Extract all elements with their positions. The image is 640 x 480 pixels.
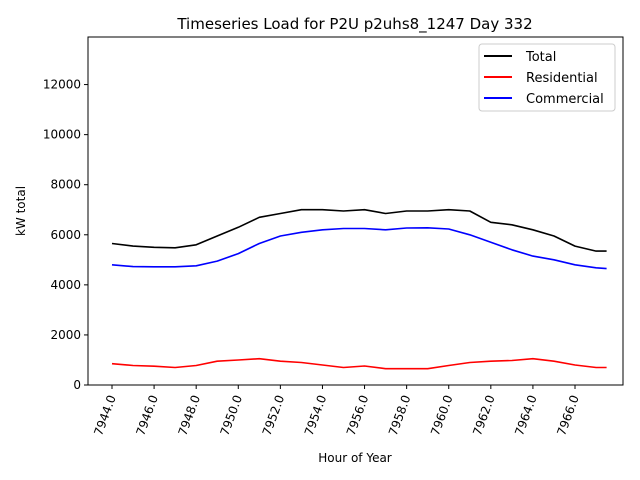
x-tick-label: 7960.0: [428, 393, 456, 437]
y-tick-label: 8000: [50, 178, 81, 192]
x-axis-label: Hour of Year: [318, 451, 392, 465]
x-tick-label: 7944.0: [91, 393, 119, 437]
y-tick-label: 2000: [50, 328, 81, 342]
plot-area: 7944.0 7946.0 7948.0 7950.0 7952.0 7954.0 7956…: [43, 36, 624, 437]
legend-box: [478, 43, 616, 112]
x-tick-label: 7962.0: [470, 393, 498, 437]
series-line-residential: [111, 357, 607, 370]
x-tick-label: 7964.0: [512, 393, 540, 437]
y-tick-label: 10000: [43, 128, 81, 142]
legend-label-commercial: Commercial: [526, 92, 604, 107]
x-tick-label: 7954.0: [302, 393, 330, 437]
legend-label-residential: Residential: [526, 71, 598, 86]
chart-title: Timeseries Load for P2U p2uhs8_1247 Day …: [176, 15, 532, 34]
legend: Total Residential Commercial: [478, 43, 616, 112]
series-line-commercial: [111, 227, 607, 270]
x-tick-label: 7946.0: [133, 393, 161, 437]
axes-frame: [87, 36, 624, 386]
series-line-total: [111, 208, 607, 252]
x-tick-label: 7948.0: [175, 393, 203, 437]
y-axis-label: kW total: [14, 186, 28, 236]
x-tick-label: 7950.0: [218, 393, 246, 437]
x-tick-label: 7966.0: [554, 393, 582, 437]
y-tick-label: 4000: [50, 278, 81, 292]
y-tick-label: 12000: [43, 78, 81, 92]
y-tick-label: 0: [73, 378, 81, 392]
x-tick-label: 7952.0: [260, 393, 288, 437]
x-tick-label: 7956.0: [344, 393, 372, 437]
x-tick-label: 7958.0: [386, 393, 414, 437]
legend-label-total: Total: [525, 50, 556, 65]
y-tick-label: 6000: [50, 228, 81, 242]
